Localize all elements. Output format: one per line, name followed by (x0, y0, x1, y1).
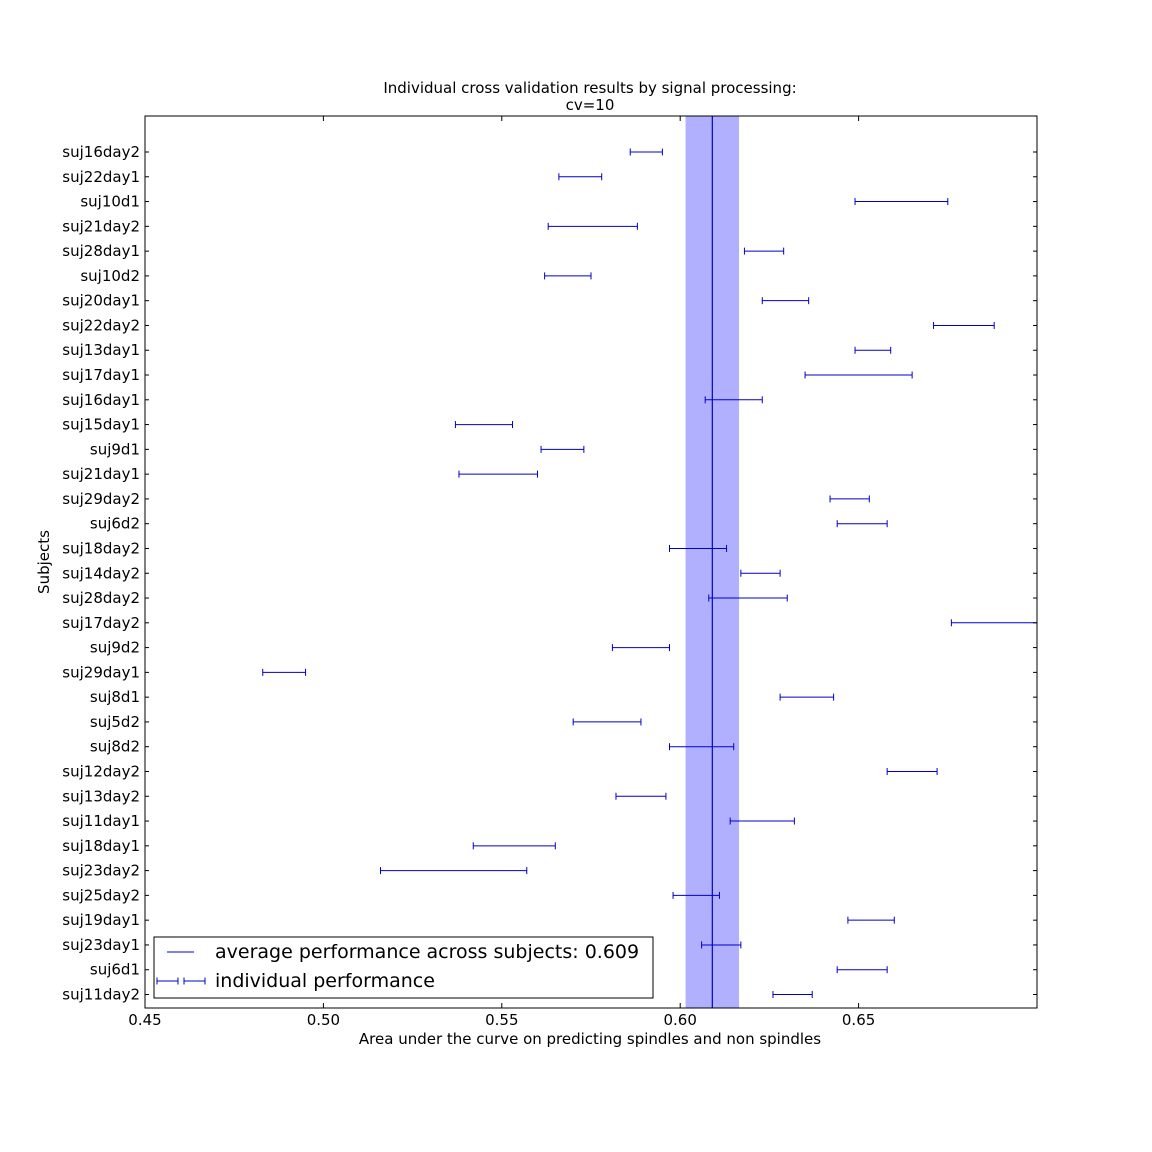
y-tick-label-suj6d2: suj6d2 (90, 515, 140, 533)
y-tick-label-suj14day2: suj14day2 (62, 564, 140, 582)
y-tick-label-suj16day2: suj16day2 (62, 143, 140, 161)
axes-frame (144, 115, 1038, 1009)
y-tick-label-suj22day2: suj22day2 (62, 316, 140, 334)
y-tick-label-suj29day2: suj29day2 (62, 490, 140, 508)
y-tick-label-suj11day2: suj11day2 (62, 986, 140, 1004)
y-tick-label-suj28day1: suj28day1 (62, 242, 140, 260)
y-tick-label-suj13day2: suj13day2 (62, 787, 140, 805)
chart-title-line1: Individual cross validation results by s… (383, 79, 796, 97)
y-tick-label-suj12day2: suj12day2 (62, 762, 140, 780)
x-axis-label: Area under the curve on predicting spind… (359, 1030, 821, 1048)
y-tick-label-suj9d1: suj9d1 (90, 440, 140, 458)
y-tick-label-suj16day1: suj16day1 (62, 391, 140, 409)
plot-area: suj16day2 suj22day1 suj10d1 suj21day2 suj28d… (62, 115, 1038, 1029)
y-tick-label-suj23day1: suj23day1 (62, 936, 140, 954)
y-tick-label-suj21day1: suj21day1 (62, 465, 140, 483)
y-tick-label-suj22day1: suj22day1 (62, 168, 140, 186)
y-tick-label-suj21day2: suj21day2 (62, 217, 140, 235)
y-tick-label-suj23day2: suj23day2 (62, 862, 140, 880)
y-tick-label-suj18day2: suj18day2 (62, 539, 140, 557)
y-tick-label-suj11day1: suj11day1 (62, 812, 140, 830)
legend-individual-marker (156, 977, 206, 985)
legend-box (153, 936, 654, 999)
x-tick-label-0.45: 0.45 (128, 1011, 161, 1029)
y-tick-label-suj17day2: suj17day2 (62, 614, 140, 632)
y-tick-label-suj5d2: suj5d2 (90, 713, 140, 731)
x-tick-label-0.60: 0.60 (663, 1011, 696, 1029)
y-tick-label-suj6d1: suj6d1 (90, 961, 140, 979)
legend-individual-label: individual performance (215, 970, 435, 992)
y-tick-label-suj8d1: suj8d1 (90, 688, 140, 706)
y-tick-label-suj17day1: suj17day1 (62, 366, 140, 384)
y-tick-label-suj10d2: suj10d2 (80, 267, 140, 285)
y-tick-label-suj13day1: suj13day1 (62, 341, 140, 359)
y-tick-label-suj10d1: suj10d1 (80, 193, 140, 211)
y-tick-label-suj9d2: suj9d2 (90, 639, 140, 657)
chart-title-line2: cv=10 (566, 96, 615, 114)
y-tick-label-suj25day2: suj25day2 (62, 886, 140, 904)
x-tick-label-0.65: 0.65 (842, 1011, 875, 1029)
y-tick-label-suj15day1: suj15day1 (62, 416, 140, 434)
y-tick-label-suj20day1: suj20day1 (62, 292, 140, 310)
x-tick-label-0.55: 0.55 (485, 1011, 518, 1029)
legend: average performance across subjects: 0.6… (153, 936, 654, 999)
y-tick-label-suj8d2: suj8d2 (90, 738, 140, 756)
y-tick-label-suj19day1: suj19day1 (62, 911, 140, 929)
legend-average-label: average performance across subjects: 0.6… (215, 941, 639, 963)
y-tick-label-suj28day2: suj28day2 (62, 589, 140, 607)
y-axis-label: Subjects (35, 530, 53, 594)
x-tick-label-0.50: 0.50 (307, 1011, 340, 1029)
y-tick-label-suj29day1: suj29day1 (62, 663, 140, 681)
y-tick-label-suj18day1: suj18day1 (62, 837, 140, 855)
